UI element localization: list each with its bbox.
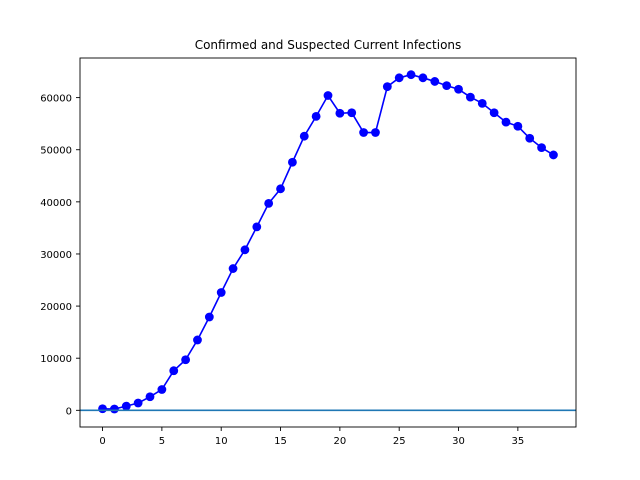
- data-point: [311, 111, 321, 121]
- data-point: [347, 108, 357, 118]
- data-point: [121, 401, 131, 411]
- y-tick-label: 60000: [40, 94, 72, 105]
- data-point: [157, 385, 167, 394]
- data-point: [216, 288, 226, 297]
- x-tick-label: 5: [159, 436, 165, 447]
- data-point: [98, 404, 107, 414]
- data-point: [513, 121, 523, 131]
- data-point: [335, 108, 345, 118]
- plot-area: [80, 70, 576, 414]
- data-point: [430, 77, 440, 86]
- data-point: [252, 222, 262, 232]
- data-point: [549, 150, 558, 160]
- axes: 0 5 10 15 20 25 30 35 0 10000 20000 30000 40000 50000…: [40, 57, 577, 447]
- data-point: [382, 82, 392, 92]
- data-point: [454, 84, 463, 94]
- x-tick-label: 35: [511, 436, 524, 447]
- data-point: [537, 143, 546, 153]
- x-tick-label: 0: [99, 436, 105, 447]
- data-point: [501, 117, 511, 127]
- y-tick-label: 0: [66, 406, 72, 417]
- data-point: [525, 133, 535, 143]
- x-tick-label: 10: [215, 436, 228, 447]
- chart-title: Confirmed and Suspected Current Infectio…: [195, 38, 462, 52]
- y-tick-label: 20000: [40, 302, 72, 313]
- y-tick-label: 10000: [40, 354, 72, 365]
- data-point: [204, 312, 214, 322]
- data-point: [477, 98, 487, 108]
- data-point: [240, 245, 250, 255]
- data-point: [169, 366, 179, 376]
- data-point: [359, 128, 368, 137]
- x-tick-label: 15: [274, 436, 287, 447]
- data-point: [299, 131, 309, 141]
- x-tick-label: 30: [452, 436, 465, 447]
- x-tick-label: 20: [333, 436, 346, 447]
- data-point: [133, 398, 143, 408]
- data-point: [394, 73, 404, 83]
- x-tick-label: 25: [393, 436, 406, 447]
- data-point: [288, 157, 297, 167]
- y-tick-label: 30000: [40, 250, 72, 261]
- data-point: [406, 70, 416, 80]
- data-point: [489, 108, 499, 118]
- data-point: [228, 264, 238, 273]
- series-line: [102, 73, 554, 410]
- data-point: [145, 392, 155, 402]
- data-point: [264, 199, 274, 208]
- y-tick-label: 50000: [40, 146, 72, 157]
- data-point: [276, 184, 285, 194]
- data-point: [181, 355, 191, 365]
- data-point: [110, 404, 119, 414]
- data-point: [323, 91, 333, 100]
- data-point: [371, 128, 380, 137]
- data-point: [442, 81, 452, 91]
- y-tick-label: 40000: [40, 198, 72, 209]
- data-point: [193, 335, 202, 345]
- data-point: [418, 73, 428, 83]
- data-point: [465, 92, 475, 102]
- plot-frame: [79, 57, 577, 428]
